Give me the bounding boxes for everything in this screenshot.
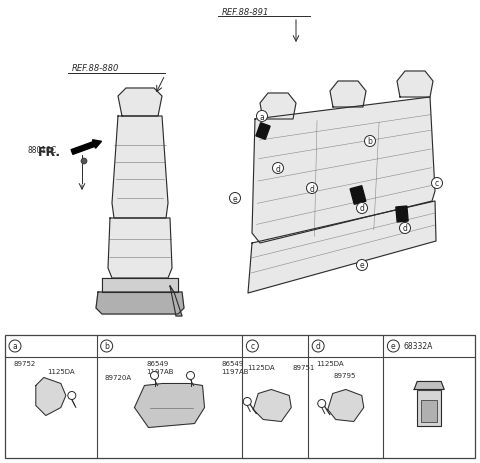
Text: 89751: 89751 — [292, 364, 315, 370]
Circle shape — [307, 183, 317, 194]
Text: FR.: FR. — [38, 146, 61, 159]
Circle shape — [151, 372, 158, 380]
Polygon shape — [256, 124, 270, 140]
Text: d: d — [360, 204, 364, 213]
Polygon shape — [36, 378, 66, 416]
Circle shape — [357, 203, 368, 214]
Text: e: e — [360, 261, 364, 270]
Text: 86549: 86549 — [147, 360, 169, 366]
Circle shape — [273, 163, 284, 174]
Circle shape — [229, 193, 240, 204]
Text: d: d — [403, 224, 408, 233]
Circle shape — [101, 340, 113, 352]
Text: 89795: 89795 — [333, 372, 356, 378]
Circle shape — [432, 178, 443, 189]
Circle shape — [256, 111, 267, 122]
Polygon shape — [328, 390, 364, 422]
Circle shape — [318, 400, 326, 407]
Text: c: c — [250, 342, 254, 351]
Text: c: c — [435, 179, 439, 188]
Polygon shape — [170, 287, 182, 316]
Polygon shape — [414, 382, 444, 390]
Bar — [421, 400, 437, 422]
Text: d: d — [276, 164, 280, 173]
Polygon shape — [102, 278, 178, 292]
Text: a: a — [260, 112, 264, 121]
Text: 1125DA: 1125DA — [316, 360, 344, 366]
Text: 88010C: 88010C — [28, 146, 57, 155]
Circle shape — [246, 340, 258, 352]
Circle shape — [387, 340, 399, 352]
Text: d: d — [316, 342, 321, 351]
Polygon shape — [252, 98, 435, 244]
Circle shape — [399, 223, 410, 234]
Circle shape — [243, 398, 251, 406]
Circle shape — [312, 340, 324, 352]
Polygon shape — [112, 117, 168, 219]
Circle shape — [357, 260, 368, 271]
Circle shape — [68, 392, 76, 400]
Text: 89720A: 89720A — [105, 374, 132, 380]
FancyArrow shape — [71, 140, 101, 155]
Polygon shape — [96, 292, 184, 314]
Circle shape — [9, 340, 21, 352]
Text: 1197AB: 1197AB — [222, 368, 249, 374]
Text: REF.88-891: REF.88-891 — [222, 8, 269, 17]
Text: REF.88-880: REF.88-880 — [72, 64, 120, 73]
Text: 86549: 86549 — [222, 360, 244, 366]
Polygon shape — [397, 72, 433, 98]
Polygon shape — [253, 390, 291, 422]
Text: a: a — [12, 342, 17, 351]
Text: 1197AB: 1197AB — [147, 368, 174, 374]
Polygon shape — [260, 94, 296, 120]
Polygon shape — [108, 219, 172, 278]
Bar — [417, 390, 441, 425]
Text: e: e — [391, 342, 396, 351]
Text: 1125DA: 1125DA — [247, 364, 275, 370]
Text: b: b — [104, 342, 109, 351]
Text: d: d — [310, 184, 314, 193]
Polygon shape — [118, 89, 162, 117]
Circle shape — [364, 136, 375, 147]
Polygon shape — [248, 201, 436, 294]
Circle shape — [81, 159, 87, 165]
Polygon shape — [134, 384, 204, 427]
Circle shape — [187, 372, 194, 380]
Polygon shape — [330, 82, 366, 108]
Text: 1125DA: 1125DA — [47, 368, 74, 374]
Text: b: b — [368, 137, 372, 146]
Polygon shape — [396, 206, 408, 222]
Polygon shape — [350, 186, 366, 205]
Text: e: e — [233, 194, 237, 203]
Text: 68332A: 68332A — [403, 342, 433, 351]
Bar — [5, 335, 475, 458]
Text: 89752: 89752 — [13, 360, 35, 366]
